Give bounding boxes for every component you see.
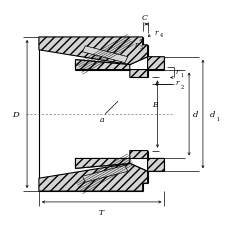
Text: 4: 4 <box>159 33 162 38</box>
Text: 1: 1 <box>180 73 183 78</box>
Text: B: B <box>151 101 157 109</box>
Polygon shape <box>75 57 164 78</box>
Text: r: r <box>175 67 178 75</box>
Text: T: T <box>98 208 103 216</box>
Text: r: r <box>154 29 158 37</box>
Text: 3: 3 <box>139 45 142 50</box>
Polygon shape <box>75 151 164 172</box>
Text: 1: 1 <box>215 117 218 122</box>
Text: D: D <box>12 111 19 118</box>
Text: 2: 2 <box>180 85 183 90</box>
Text: d: d <box>209 111 215 118</box>
Text: d: d <box>193 111 198 118</box>
Text: r: r <box>175 79 178 87</box>
Text: C: C <box>141 14 147 22</box>
Text: a: a <box>99 115 104 123</box>
Polygon shape <box>82 47 127 63</box>
Text: r: r <box>134 41 137 49</box>
Polygon shape <box>39 38 147 65</box>
Polygon shape <box>82 166 127 182</box>
Polygon shape <box>39 164 147 191</box>
